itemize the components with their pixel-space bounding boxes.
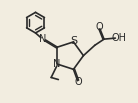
Text: O: O <box>95 22 103 32</box>
Text: O: O <box>75 77 82 87</box>
Text: S: S <box>70 36 78 46</box>
Text: OH: OH <box>112 33 126 43</box>
Text: N: N <box>39 34 47 44</box>
Text: N: N <box>53 59 60 69</box>
